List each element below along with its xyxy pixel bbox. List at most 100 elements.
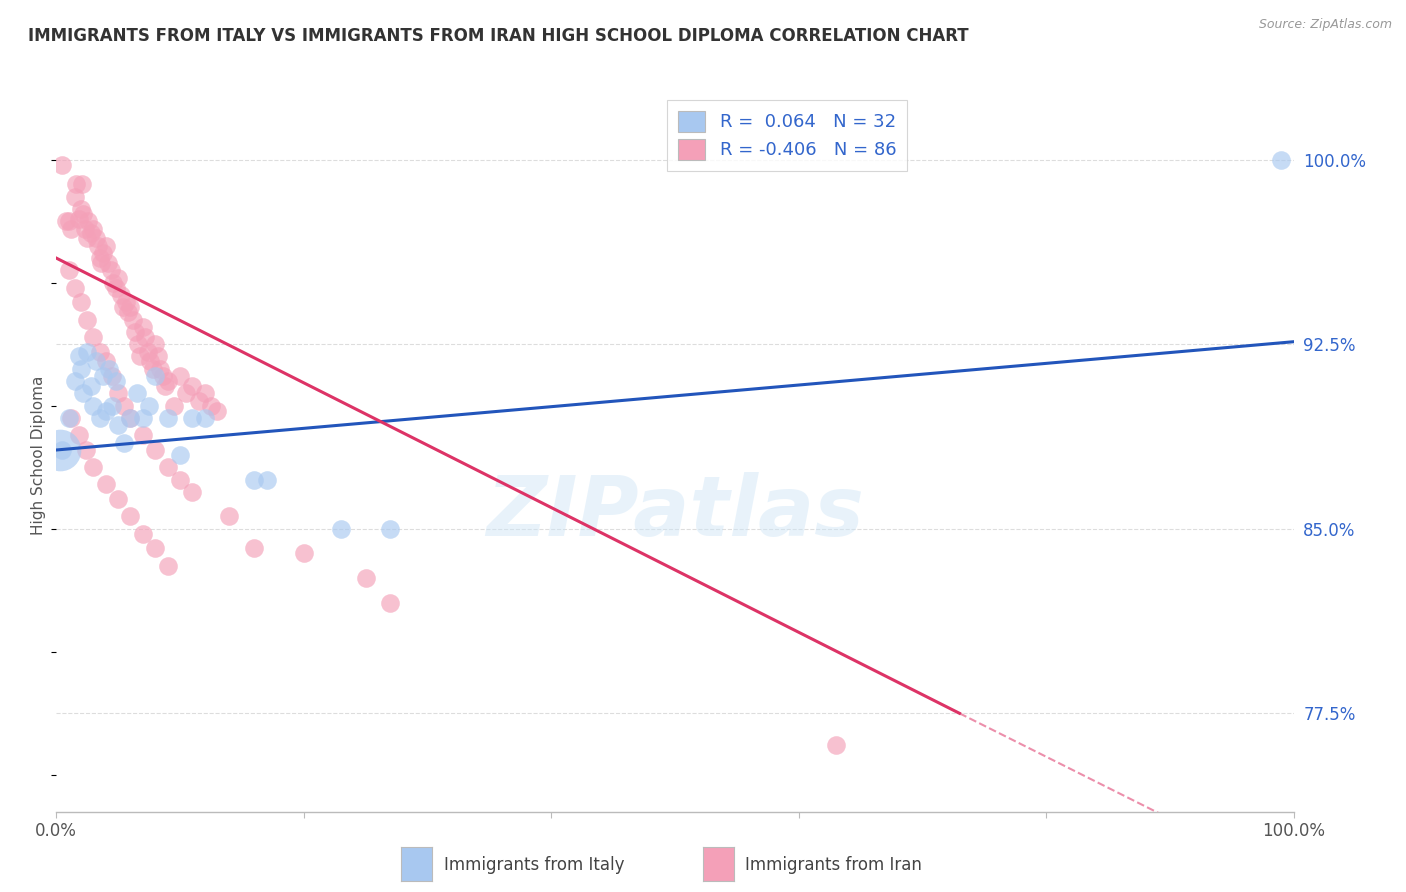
- Point: [70, 361, 93, 376]
- Point: [97, 256, 120, 270]
- Point: [91, 246, 114, 260]
- Point: [120, 411, 142, 425]
- Point: [1270, 153, 1292, 167]
- Point: [60, 221, 83, 235]
- Point: [65, 178, 87, 192]
- Point: [94, 403, 117, 417]
- Text: IMMIGRANTS FROM ITALY VS IMMIGRANTS FROM IRAN HIGH SCHOOL DIPLOMA CORRELATION CH: IMMIGRANTS FROM ITALY VS IMMIGRANTS FROM…: [28, 27, 969, 45]
- Point: [152, 369, 174, 384]
- Text: ZIPatlas: ZIPatlas: [486, 472, 863, 552]
- Point: [120, 411, 142, 425]
- Point: [70, 178, 93, 192]
- Text: Immigrants from Italy: Immigrants from Italy: [444, 856, 624, 874]
- Point: [132, 428, 155, 442]
- Point: [194, 411, 217, 425]
- Point: [89, 251, 111, 265]
- Point: [110, 288, 132, 302]
- Point: [75, 442, 97, 457]
- Text: Immigrants from Iran: Immigrants from Iran: [745, 856, 922, 874]
- Point: [80, 379, 103, 393]
- Point: [156, 411, 179, 425]
- Point: [101, 399, 124, 413]
- Point: [256, 473, 278, 487]
- Point: [149, 361, 172, 376]
- Point: [112, 399, 135, 413]
- Point: [354, 571, 377, 585]
- Point: [80, 227, 103, 241]
- Point: [120, 300, 142, 314]
- Point: [132, 526, 155, 541]
- Point: [87, 239, 110, 253]
- Point: [120, 509, 142, 524]
- Point: [329, 522, 352, 536]
- Point: [60, 411, 83, 425]
- Point: [76, 231, 98, 245]
- Point: [112, 435, 135, 450]
- Point: [76, 344, 98, 359]
- Point: [72, 386, 94, 401]
- Point: [243, 473, 266, 487]
- Point: [174, 386, 197, 401]
- Point: [125, 386, 148, 401]
- Point: [55, 214, 77, 228]
- Point: [107, 418, 129, 433]
- Point: [138, 399, 160, 413]
- Point: [63, 189, 86, 203]
- Point: [169, 473, 191, 487]
- Point: [107, 492, 129, 507]
- Point: [94, 477, 117, 491]
- Point: [143, 541, 166, 556]
- Point: [100, 263, 122, 277]
- Point: [142, 361, 165, 376]
- Point: [89, 344, 111, 359]
- Point: [107, 386, 129, 401]
- Point: [49, 442, 72, 457]
- Point: [132, 411, 155, 425]
- Point: [104, 280, 127, 294]
- Point: [107, 270, 129, 285]
- Point: [77, 214, 100, 228]
- Point: [156, 558, 179, 573]
- Point: [218, 509, 240, 524]
- Point: [187, 393, 209, 408]
- Point: [143, 369, 166, 384]
- Point: [129, 350, 152, 364]
- Point: [146, 350, 169, 364]
- Point: [67, 350, 90, 364]
- Point: [90, 256, 112, 270]
- Point: [91, 369, 114, 384]
- Point: [70, 202, 93, 216]
- Point: [67, 428, 90, 442]
- Point: [112, 300, 135, 314]
- Point: [380, 596, 402, 610]
- Point: [127, 337, 149, 351]
- Point: [82, 221, 104, 235]
- Point: [101, 276, 124, 290]
- Point: [94, 354, 117, 368]
- Point: [181, 379, 204, 393]
- Point: [82, 330, 104, 344]
- Point: [124, 325, 146, 339]
- Point: [51, 442, 73, 457]
- Point: [58, 411, 80, 425]
- Point: [156, 460, 179, 475]
- Point: [169, 448, 191, 462]
- Point: [114, 295, 136, 310]
- Point: [72, 207, 94, 221]
- Point: [134, 330, 156, 344]
- Point: [51, 157, 73, 171]
- Point: [163, 399, 186, 413]
- Point: [70, 295, 93, 310]
- Point: [143, 337, 166, 351]
- Point: [292, 546, 315, 560]
- Point: [82, 399, 104, 413]
- Point: [153, 379, 176, 393]
- Point: [101, 369, 124, 384]
- Point: [156, 374, 179, 388]
- Point: [63, 280, 86, 294]
- Point: [380, 522, 402, 536]
- Point: [824, 739, 846, 753]
- Point: [98, 361, 121, 376]
- Point: [169, 369, 191, 384]
- Point: [76, 312, 98, 326]
